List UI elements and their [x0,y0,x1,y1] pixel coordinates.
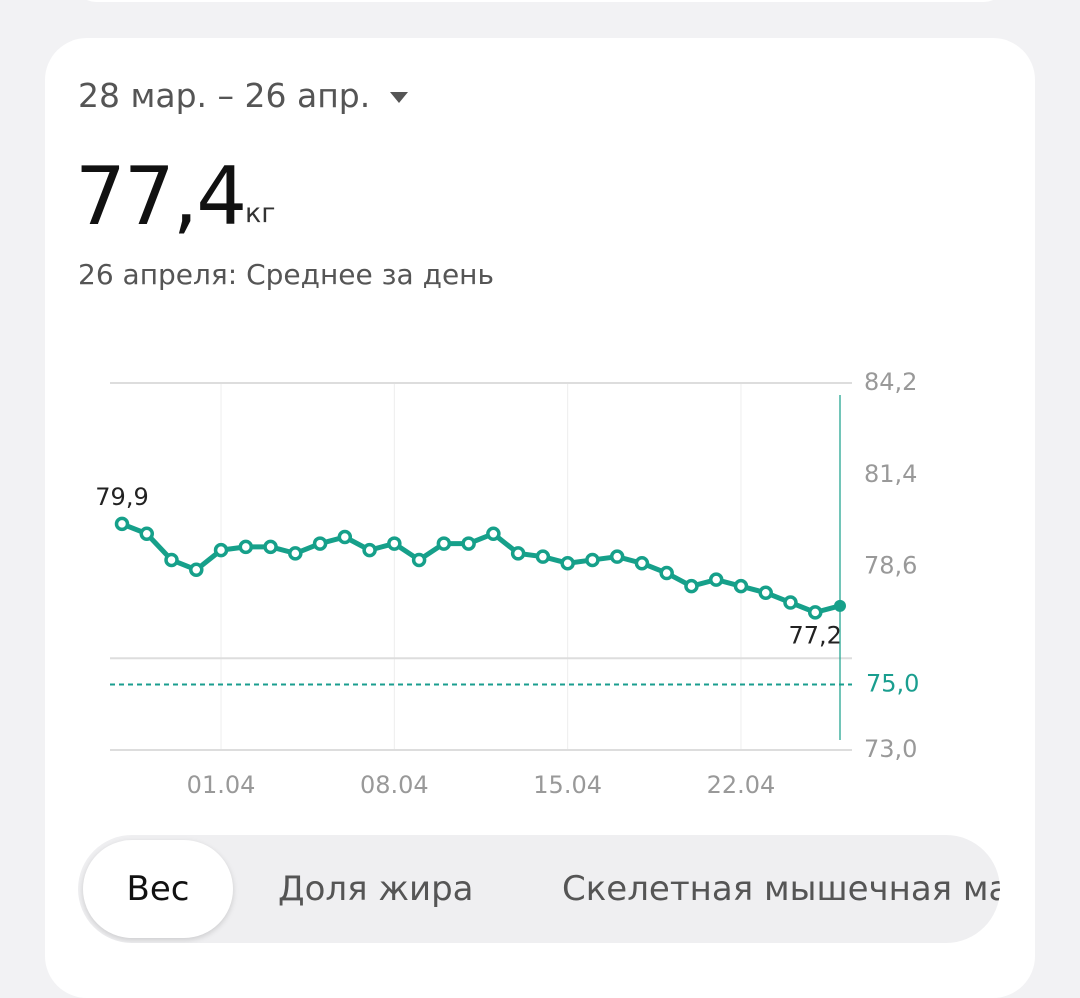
point [312,536,328,551]
point [807,605,823,620]
point [634,555,650,571]
point [560,555,575,571]
point [510,546,526,561]
point [114,516,130,532]
tab[interactable]: Вес [83,840,233,938]
target-label: 75,0 [866,669,919,697]
x-tick-label: 22.04 [707,771,776,799]
point [362,542,377,558]
weight-line [121,521,841,615]
point [164,552,179,568]
point [139,526,155,541]
previous-card [75,0,1005,2]
point [213,542,229,558]
x-tick-label: 15.04 [533,771,602,799]
point [387,536,402,551]
value-label: 79,9 [95,483,148,511]
weight-value: 77,4 [75,150,247,243]
point [238,539,254,555]
y-tick-label: 84,2 [864,368,917,396]
point [609,549,625,564]
dropdown-arrow [390,92,409,103]
x-tick-label: 08.04 [360,771,429,799]
point [411,552,427,568]
point [189,562,204,578]
date-range: 28 мар. – 26 апр. [78,76,371,115]
point [461,536,476,551]
y-tick-label: 78,6 [864,552,917,580]
tab-bar: Вес Доля жира Скелетная мышечная ма [78,835,1000,943]
y-tick-label: 73,0 [864,735,917,763]
point [684,578,699,594]
point [733,578,749,594]
x-tick-label: 01.04 [187,771,256,799]
point [337,529,353,545]
weight-unit: кг [245,198,276,229]
point [263,539,278,555]
tab[interactable]: Доля жира [278,869,474,909]
y-tick-label: 81,4 [864,460,917,488]
point [436,536,452,551]
value-label: 77,2 [789,621,842,649]
date-range-picker[interactable]: 28 мар. – 26 апр. [78,76,409,115]
point [585,552,600,568]
weight-subtitle: 26 апреля: Среднее за день [78,258,494,291]
point [758,585,773,600]
point [486,526,501,541]
current-point [834,599,846,612]
tab[interactable]: Скелетная мышечная ма [562,869,1000,909]
weight-card: 28 мар. – 26 апр. 77,4 кг 26 апреля: Сре… [45,38,1035,998]
point [708,572,724,587]
point [535,549,551,564]
point [659,565,674,581]
point [288,546,303,561]
point [783,595,798,610]
